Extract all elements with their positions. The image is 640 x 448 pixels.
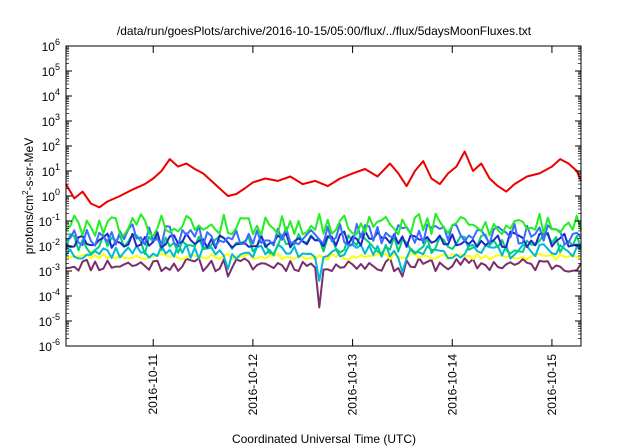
series-line-0 bbox=[65, 256, 582, 309]
y-tick-label: 10-3 bbox=[39, 262, 60, 279]
x-tick-label: 2016-10-11 bbox=[146, 354, 160, 415]
series-line-4 bbox=[65, 230, 582, 250]
y-axis-label-exponent: 2 bbox=[21, 190, 30, 195]
y-tick-label: 10-4 bbox=[39, 287, 60, 304]
y-tick-label: 101 bbox=[42, 162, 60, 179]
y-tick-label: 106 bbox=[42, 37, 60, 54]
y-tick-label: 103 bbox=[42, 112, 60, 129]
series-line-6 bbox=[65, 212, 582, 237]
y-tick-label: 10-6 bbox=[39, 337, 60, 354]
x-tick-label: 2016-10-13 bbox=[346, 354, 360, 416]
y-tick-label: 105 bbox=[42, 62, 60, 79]
series-line-3 bbox=[65, 233, 582, 255]
series-line-7 bbox=[65, 150, 582, 209]
series-layer bbox=[65, 150, 582, 309]
y-tick-label: 10-1 bbox=[39, 212, 60, 229]
y-axis-label-unit: protons/cm bbox=[22, 195, 36, 254]
y-tick-label: 10-2 bbox=[39, 237, 60, 254]
chart-title: /data/run/goesPlots/archive/2016-10-15/0… bbox=[117, 24, 532, 38]
x-tick-label: 2016-10-12 bbox=[246, 354, 260, 416]
y-tick-label: 104 bbox=[42, 87, 60, 104]
y-tick-label: 10-5 bbox=[39, 312, 60, 329]
series-line-2 bbox=[65, 243, 582, 282]
x-axis: 2016-10-11 2016-10-12 2016-10-13 2016-10-14… bbox=[146, 46, 559, 415]
x-tick-label: 2016-10-14 bbox=[445, 354, 459, 416]
x-axis-label: Coordinated Universal Time (UTC) bbox=[232, 432, 416, 446]
y-tick-label: 100 bbox=[42, 187, 60, 204]
y-axis-label: protons/cm2-s-sr-MeV bbox=[21, 138, 36, 254]
y-axis-label-rest: -s-sr-MeV bbox=[22, 138, 36, 191]
y-tick-label: 102 bbox=[42, 137, 60, 154]
y-axis: 10-6 10-5 10-4 10-3 10-2 10-1 100 101 102 103 104 1… bbox=[39, 37, 581, 354]
x-tick-label: 2016-10-15 bbox=[545, 354, 559, 416]
